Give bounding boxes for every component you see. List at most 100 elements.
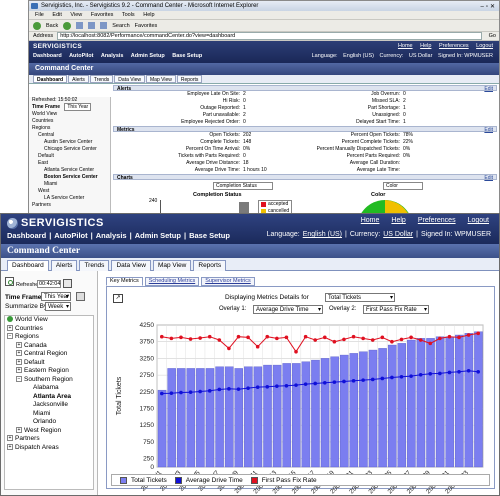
menu-favorites[interactable]: Favorites xyxy=(90,12,114,18)
bg-time-frame-select[interactable]: This Year xyxy=(64,103,92,111)
bg-tab-map-view[interactable]: Map View xyxy=(146,75,176,83)
menu-view[interactable]: View xyxy=(70,12,83,18)
tree-node[interactable]: + Default xyxy=(5,359,93,368)
bg-language-link[interactable]: English (US) xyxy=(343,53,374,59)
tab-map-view[interactable]: Map View xyxy=(152,260,192,271)
tree-node[interactable]: World View xyxy=(5,316,93,325)
menu-file[interactable]: File xyxy=(35,12,44,18)
expand-icon[interactable]: + xyxy=(16,358,22,365)
bg-tree-node[interactable]: Chicago Service Center xyxy=(29,146,110,153)
bg-link-preferences[interactable]: Preferences xyxy=(438,43,469,49)
expand-icon[interactable]: + xyxy=(7,435,13,442)
bg-chart-select-2[interactable]: Color xyxy=(383,182,423,190)
link-help[interactable]: Help xyxy=(391,217,406,224)
nav-base-setup[interactable]: Base Setup xyxy=(189,231,230,240)
bg-tree-node[interactable]: World View xyxy=(29,111,110,118)
auto-refresh-icon[interactable] xyxy=(5,277,14,286)
bg-tree-node[interactable]: Partners xyxy=(29,202,110,209)
tree-node[interactable]: Miami xyxy=(5,410,93,419)
favorites-button[interactable]: Favorites xyxy=(134,22,158,29)
bg-tree-node[interactable]: Countries xyxy=(29,118,110,125)
bg-tree-node[interactable]: Central xyxy=(29,132,110,139)
subtab-key-metrics[interactable]: Key Metrics xyxy=(106,277,143,286)
tab-reports[interactable]: Reports xyxy=(193,260,227,271)
bg-tree-node[interactable]: Boston Service Center xyxy=(29,174,110,181)
bg-nav-autopilot[interactable]: AutoPilot xyxy=(69,53,94,59)
refresh-icon[interactable] xyxy=(88,22,96,29)
bg-tree-node[interactable]: West xyxy=(29,188,110,195)
bg-tree-node[interactable]: Austin Service Center xyxy=(29,139,110,146)
bg-nav-dashboard[interactable]: Dashboard xyxy=(33,53,62,59)
bg-tree-node[interactable]: Miami xyxy=(29,181,110,188)
expand-icon[interactable]: + xyxy=(7,443,13,450)
address-input[interactable]: http://localhost:8082/Performance/comman… xyxy=(57,32,482,40)
bg-tree-node[interactable]: Atlanta Service Center xyxy=(29,167,110,174)
bg-tab-trends[interactable]: Trends xyxy=(89,75,114,83)
bg-link-help[interactable]: Help xyxy=(420,43,432,49)
tab-trends[interactable]: Trends xyxy=(79,260,110,271)
menu-tools[interactable]: Tools xyxy=(121,12,135,18)
expand-icon[interactable]: + xyxy=(16,341,22,348)
tree-node[interactable]: + Central Region xyxy=(5,350,93,359)
menu-help[interactable]: Help xyxy=(143,12,155,18)
bg-charts-edit[interactable]: Edit xyxy=(484,175,493,181)
tree-node[interactable]: + West Region xyxy=(5,427,93,436)
collapse-icon[interactable]: − xyxy=(16,375,22,382)
window-controls-icon[interactable]: –▫✕ xyxy=(480,4,497,10)
back-button[interactable]: Back xyxy=(46,22,59,29)
nav-dashboard[interactable]: Dashboard xyxy=(7,231,47,240)
bg-link-logout[interactable]: Logout xyxy=(476,43,493,49)
bg-tab-data-view[interactable]: Data View xyxy=(114,75,145,83)
overlay2-select[interactable]: First Pass Fix Rate xyxy=(363,305,429,314)
tree-node[interactable]: Orlando xyxy=(5,418,93,427)
nav-admin-setup[interactable]: Admin Setup xyxy=(134,231,181,240)
nav-autopilot[interactable]: AutoPilot xyxy=(54,231,88,240)
bg-nav-admin-setup[interactable]: Admin Setup xyxy=(130,53,165,59)
refresh-button[interactable] xyxy=(63,279,72,288)
tree-node[interactable]: + Eastern Region xyxy=(5,367,93,376)
bg-metrics-edit[interactable]: Edit xyxy=(484,127,493,133)
tree-node[interactable]: − Southern Region xyxy=(5,376,93,385)
subtab-scheduling-metrics[interactable]: Scheduling Metrics xyxy=(144,277,200,286)
bg-tab-alerts[interactable]: Alerts xyxy=(68,75,89,83)
tab-dashboard[interactable]: Dashboard xyxy=(7,260,49,271)
language-link[interactable]: English (US) xyxy=(302,231,343,238)
time-frame-select[interactable]: This Year xyxy=(41,292,71,301)
expand-icon[interactable]: + xyxy=(16,426,22,433)
export-icon[interactable]: ↗ xyxy=(113,294,123,303)
bg-nav-base-setup[interactable]: Base Setup xyxy=(172,53,203,59)
link-logout[interactable]: Logout xyxy=(467,217,489,224)
subtab-supervisor-metrics[interactable]: Supervisor Metrics xyxy=(201,277,255,286)
bg-alerts-edit[interactable]: Edit xyxy=(484,86,493,92)
tree-node[interactable]: Atlanta Area xyxy=(5,393,93,402)
stop-icon[interactable] xyxy=(76,22,84,29)
tab-data-view[interactable]: Data View xyxy=(111,260,151,271)
tree-node[interactable]: + Dispatch Areas xyxy=(5,444,93,453)
back-arrow-icon[interactable] xyxy=(33,21,41,30)
tree-node[interactable]: + Canada xyxy=(5,342,93,351)
tree-node[interactable]: + Partners xyxy=(5,435,93,444)
menu-edit[interactable]: Edit xyxy=(52,12,62,18)
expand-icon[interactable]: + xyxy=(16,350,22,357)
link-preferences[interactable]: Preferences xyxy=(417,217,456,224)
tree-node[interactable]: Alabama xyxy=(5,384,93,393)
go-button[interactable]: Go xyxy=(488,33,496,39)
tab-alerts[interactable]: Alerts xyxy=(50,260,78,271)
calendar-icon[interactable] xyxy=(76,292,85,301)
bg-tree-node[interactable]: Regions xyxy=(29,125,110,132)
home-icon[interactable] xyxy=(100,22,108,29)
bg-tab-reports[interactable]: Reports xyxy=(176,75,203,83)
search-button[interactable]: Search xyxy=(112,22,130,29)
bg-tree-node[interactable]: Default xyxy=(29,153,110,160)
bg-link-home[interactable]: Home xyxy=(397,43,413,49)
bg-tree-node[interactable]: East xyxy=(29,160,110,167)
overlay1-select[interactable]: Average Drive Time xyxy=(253,305,323,314)
tree-node[interactable]: Jacksonville xyxy=(5,401,93,410)
nav-analysis[interactable]: Analysis xyxy=(95,231,127,240)
bg-tab-dashboard[interactable]: Dashboard xyxy=(33,75,68,83)
link-home[interactable]: Home xyxy=(360,217,380,224)
forward-arrow-icon[interactable] xyxy=(63,21,72,30)
bg-tree-node[interactable]: LA Service Center xyxy=(29,195,110,202)
expand-icon[interactable]: + xyxy=(7,324,13,331)
bg-chart-select-1[interactable]: Completion Status xyxy=(213,182,273,190)
